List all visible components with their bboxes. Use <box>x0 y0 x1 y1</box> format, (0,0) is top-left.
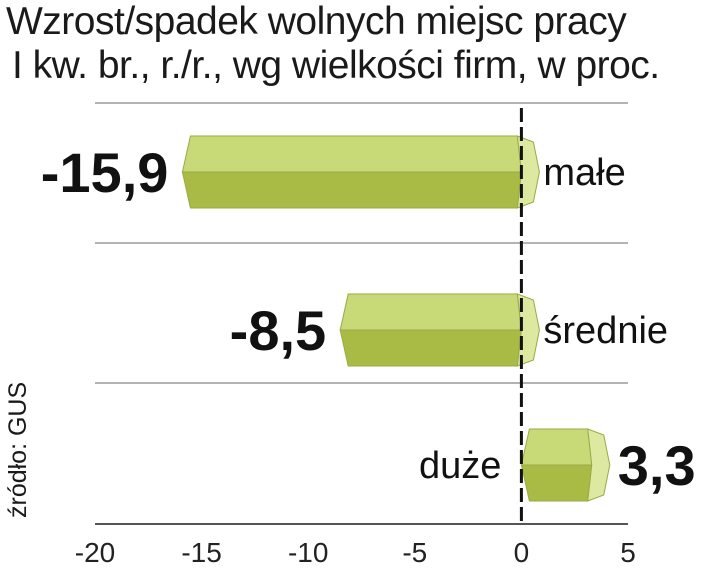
source-note: źródło: GUS <box>4 381 32 518</box>
chart-title-block: Wzrost/spadek wolnych miejsc pracy I kw.… <box>6 0 718 88</box>
bar <box>339 293 540 367</box>
x-tick-label: -5 <box>402 537 427 568</box>
chart-subtitle: I kw. br., r./r., wg wielkości firm, w p… <box>12 44 660 87</box>
category-label: małe <box>543 152 625 194</box>
x-tick-label: -20 <box>75 537 115 568</box>
category-label: średnie <box>543 310 668 352</box>
x-tick-label: -15 <box>181 537 221 568</box>
x-tick-label: 0 <box>514 537 530 568</box>
x-tick-label: -10 <box>288 537 328 568</box>
data-label: 3,3 <box>618 434 696 497</box>
data-label: -8,5 <box>230 299 327 362</box>
bar <box>181 135 540 209</box>
category-label: duże <box>419 445 501 487</box>
bar <box>520 428 611 502</box>
chart-title: Wzrost/spadek wolnych miejsc pracy <box>6 0 627 43</box>
x-tick-label: 5 <box>620 537 636 568</box>
data-label: -15,9 <box>41 141 169 204</box>
